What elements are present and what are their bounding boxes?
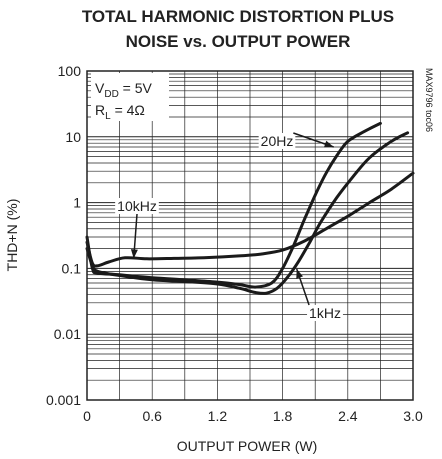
annotation-label-20hz: 20Hz xyxy=(261,133,294,149)
vdd-condition: VDD = 5V xyxy=(95,80,153,100)
annotation-background xyxy=(115,198,159,214)
annotation-1khz: 1kHz xyxy=(296,268,343,321)
chart-title-line-2: NOISE vs. OUTPUT POWER xyxy=(126,32,351,51)
series-annotations: 20Hz 10kHz 1kHz xyxy=(115,132,343,321)
y-axis-label: THD+N (%) xyxy=(4,199,20,272)
arrow-head-icon xyxy=(296,269,303,279)
annotation-20hz: 20Hz xyxy=(258,132,334,149)
x-tick-label: 0.6 xyxy=(142,408,162,424)
x-tick-label: 1.2 xyxy=(208,408,228,424)
side-document-label: MAX9796 toc06 xyxy=(424,68,434,132)
annotation-10khz: 10kHz xyxy=(115,198,159,259)
y-tick-label: 10 xyxy=(65,129,81,145)
arrow-head-icon xyxy=(130,249,138,259)
x-tick-label: 2.4 xyxy=(338,408,358,424)
y-tick-label: 0.01 xyxy=(54,326,81,342)
arrow-head-icon xyxy=(324,140,334,148)
x-axis-label: OUTPUT POWER (W) xyxy=(177,438,318,454)
series-layer xyxy=(85,121,415,295)
annotation-label-10khz: 10kHz xyxy=(117,198,157,214)
x-tick-label: 3.0 xyxy=(403,408,423,424)
y-tick-label: 100 xyxy=(58,63,82,79)
tick-labels: 0 0.6 1.2 1.8 2.4 3.0 0.001 0.01 0.1 1 10 100 xyxy=(46,63,423,424)
conditions-background xyxy=(91,73,169,121)
y-tick-label: 0.1 xyxy=(62,260,82,276)
chart-title-line-1: TOTAL HARMONIC DISTORTION PLUS xyxy=(82,7,394,26)
rl-condition: RL = 4Ω xyxy=(95,102,145,122)
annotation-label-1khz: 1kHz xyxy=(309,305,341,321)
y-tick-label: 1 xyxy=(73,195,81,211)
annotation-background xyxy=(307,305,343,321)
series-line-1khz xyxy=(85,131,410,295)
annotation-background xyxy=(258,133,296,149)
series-line-10khz xyxy=(85,171,415,268)
plot-frame xyxy=(86,70,414,401)
conditions-box: VDD = 5V RL = 4Ω xyxy=(91,73,169,122)
x-tick-label: 1.8 xyxy=(273,408,293,424)
x-tick-label: 0 xyxy=(83,408,91,424)
y-tick-label: 0.001 xyxy=(46,392,81,408)
